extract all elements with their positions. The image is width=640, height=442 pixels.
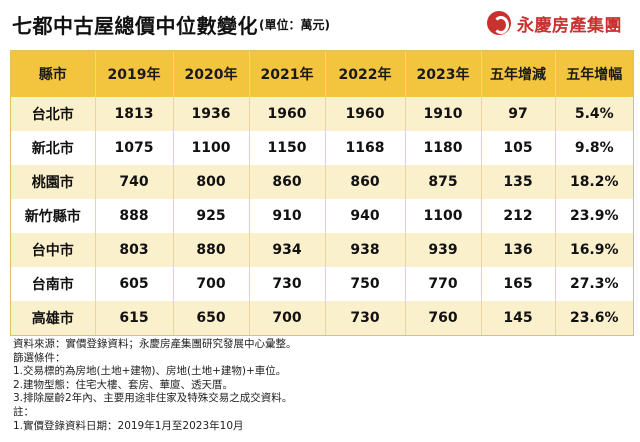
table-cell: 615 — [95, 301, 174, 335]
note-line: 資料來源：實價登錄資料；永慶房產集團研究發展中心彙整。 — [13, 338, 297, 350]
table-header-row: 縣市 2019年 2020年 2021年 2022年 2023年 五年增減 五年… — [11, 51, 633, 97]
table-cell: 750 — [325, 267, 406, 301]
table-cell: 934 — [249, 233, 326, 267]
table-cell: 740 — [95, 165, 174, 199]
table-row: 台南市 605 700 730 750 770 165 27.3% — [11, 267, 633, 301]
table-cell: 9.8% — [574, 140, 614, 156]
column-header: 2021年 — [249, 51, 326, 97]
column-header: 2022年 — [325, 51, 406, 97]
source-notes: 資料來源：實價登錄資料；永慶房產集團研究發展中心彙整。 篩選條件： 1.交易標的… — [13, 338, 633, 433]
note-line: 2.建物型態：住宅大樓、套房、華廈、透天厝。 — [13, 378, 234, 391]
table-cell: 605 — [95, 267, 174, 301]
table-cell: 高雄市 — [11, 301, 96, 335]
table-cell: 730 — [249, 267, 326, 301]
table-row: 高雄市 615 650 700 730 760 145 23.6% — [11, 301, 633, 335]
table-cell: 875 — [405, 165, 482, 199]
table-cell: 860 — [325, 165, 406, 199]
table-cell: 165 — [481, 267, 556, 301]
table-cell: 1960 — [325, 97, 406, 131]
table-cell: 803 — [95, 233, 174, 267]
column-header: 2020年 — [173, 51, 250, 97]
table-cell: 910 — [249, 199, 326, 233]
note-line: 註： — [13, 405, 34, 418]
table-cell: 1180 — [405, 131, 482, 165]
table-cell: 105 — [481, 131, 556, 165]
table-cell: 1813 — [95, 97, 174, 131]
table-cell: 1150 — [249, 131, 326, 165]
column-header: 五年增幅 — [566, 67, 623, 83]
table-cell: 1075 — [95, 131, 174, 165]
unit-label: (單位：萬元) — [259, 18, 330, 32]
table-row: 新北市 1075 1100 1150 1168 1180 105 9.8% — [11, 131, 633, 165]
column-header: 2019年 — [95, 51, 174, 97]
table-cell: 27.3% — [569, 276, 619, 292]
table-cell: 938 — [325, 233, 406, 267]
table-cell: 800 — [173, 165, 250, 199]
table-cell: 650 — [173, 301, 250, 335]
note-line: 1.實價登錄資料日期：2019年1月至2023年10月 — [13, 419, 244, 432]
table-cell: 1100 — [173, 131, 250, 165]
table-cell: 18.2% — [569, 174, 619, 190]
table-cell: 台北市 — [11, 97, 96, 131]
page-title: 七都中古屋總價中位數變化 — [12, 14, 258, 38]
table-cell: 940 — [325, 199, 406, 233]
table-cell: 23.6% — [569, 310, 619, 326]
table-cell: 145 — [481, 301, 556, 335]
table-cell: 880 — [173, 233, 250, 267]
note-line: 1.交易標的為房地(土地+建物)、房地(土地+建物)+車位。 — [13, 365, 287, 378]
table-cell: 97 — [481, 97, 556, 131]
table-row: 新竹縣市 888 925 910 940 1100 212 23.9% — [11, 199, 633, 233]
table-cell: 136 — [481, 233, 556, 267]
table-cell: 700 — [173, 267, 250, 301]
brand: 永慶房產集團 — [487, 10, 622, 36]
table-cell: 1910 — [405, 97, 482, 131]
column-header: 縣市 — [11, 51, 96, 97]
table-cell: 760 — [405, 301, 482, 335]
table-cell: 16.9% — [569, 242, 619, 258]
price-table: 縣市 2019年 2020年 2021年 2022年 2023年 五年增減 五年… — [10, 50, 634, 336]
table-cell: 桃園市 — [11, 165, 96, 199]
table-cell: 939 — [405, 233, 482, 267]
table-cell: 新北市 — [11, 131, 96, 165]
table-cell: 700 — [249, 301, 326, 335]
table-cell: 860 — [249, 165, 326, 199]
table-cell: 770 — [405, 267, 482, 301]
table-cell: 135 — [481, 165, 556, 199]
table-cell: 1168 — [325, 131, 406, 165]
table-cell: 新竹縣市 — [11, 199, 96, 233]
brand-logo-icon — [487, 11, 511, 35]
table-cell: 212 — [481, 199, 556, 233]
table-row: 台北市 1813 1936 1960 1960 1910 97 5.4% — [11, 97, 633, 131]
table-cell: 1960 — [249, 97, 326, 131]
table-cell: 888 — [95, 199, 174, 233]
column-header: 2023年 — [405, 51, 482, 97]
table-cell: 730 — [325, 301, 406, 335]
brand-name: 永慶房產集團 — [517, 15, 622, 36]
note-line: 篩選條件： — [13, 351, 66, 364]
column-header: 五年增減 — [481, 51, 556, 97]
table-cell: 台中市 — [11, 233, 96, 267]
table-cell: 1100 — [405, 199, 482, 233]
table-cell: 23.9% — [569, 208, 619, 224]
note-line: 3.排除屋齡2年內、主要用途非住家及特殊交易之成交資料。 — [13, 392, 293, 405]
table-cell: 台南市 — [11, 267, 96, 301]
table-cell: 5.4% — [574, 106, 614, 122]
table-row: 台中市 803 880 934 938 939 136 16.9% — [11, 233, 633, 267]
header: 七都中古屋總價中位數變化 (單位：萬元) 永慶房產集團 — [0, 0, 640, 48]
table-cell: 1936 — [173, 97, 250, 131]
table-cell: 925 — [173, 199, 250, 233]
table-row: 桃園市 740 800 860 860 875 135 18.2% — [11, 165, 633, 199]
